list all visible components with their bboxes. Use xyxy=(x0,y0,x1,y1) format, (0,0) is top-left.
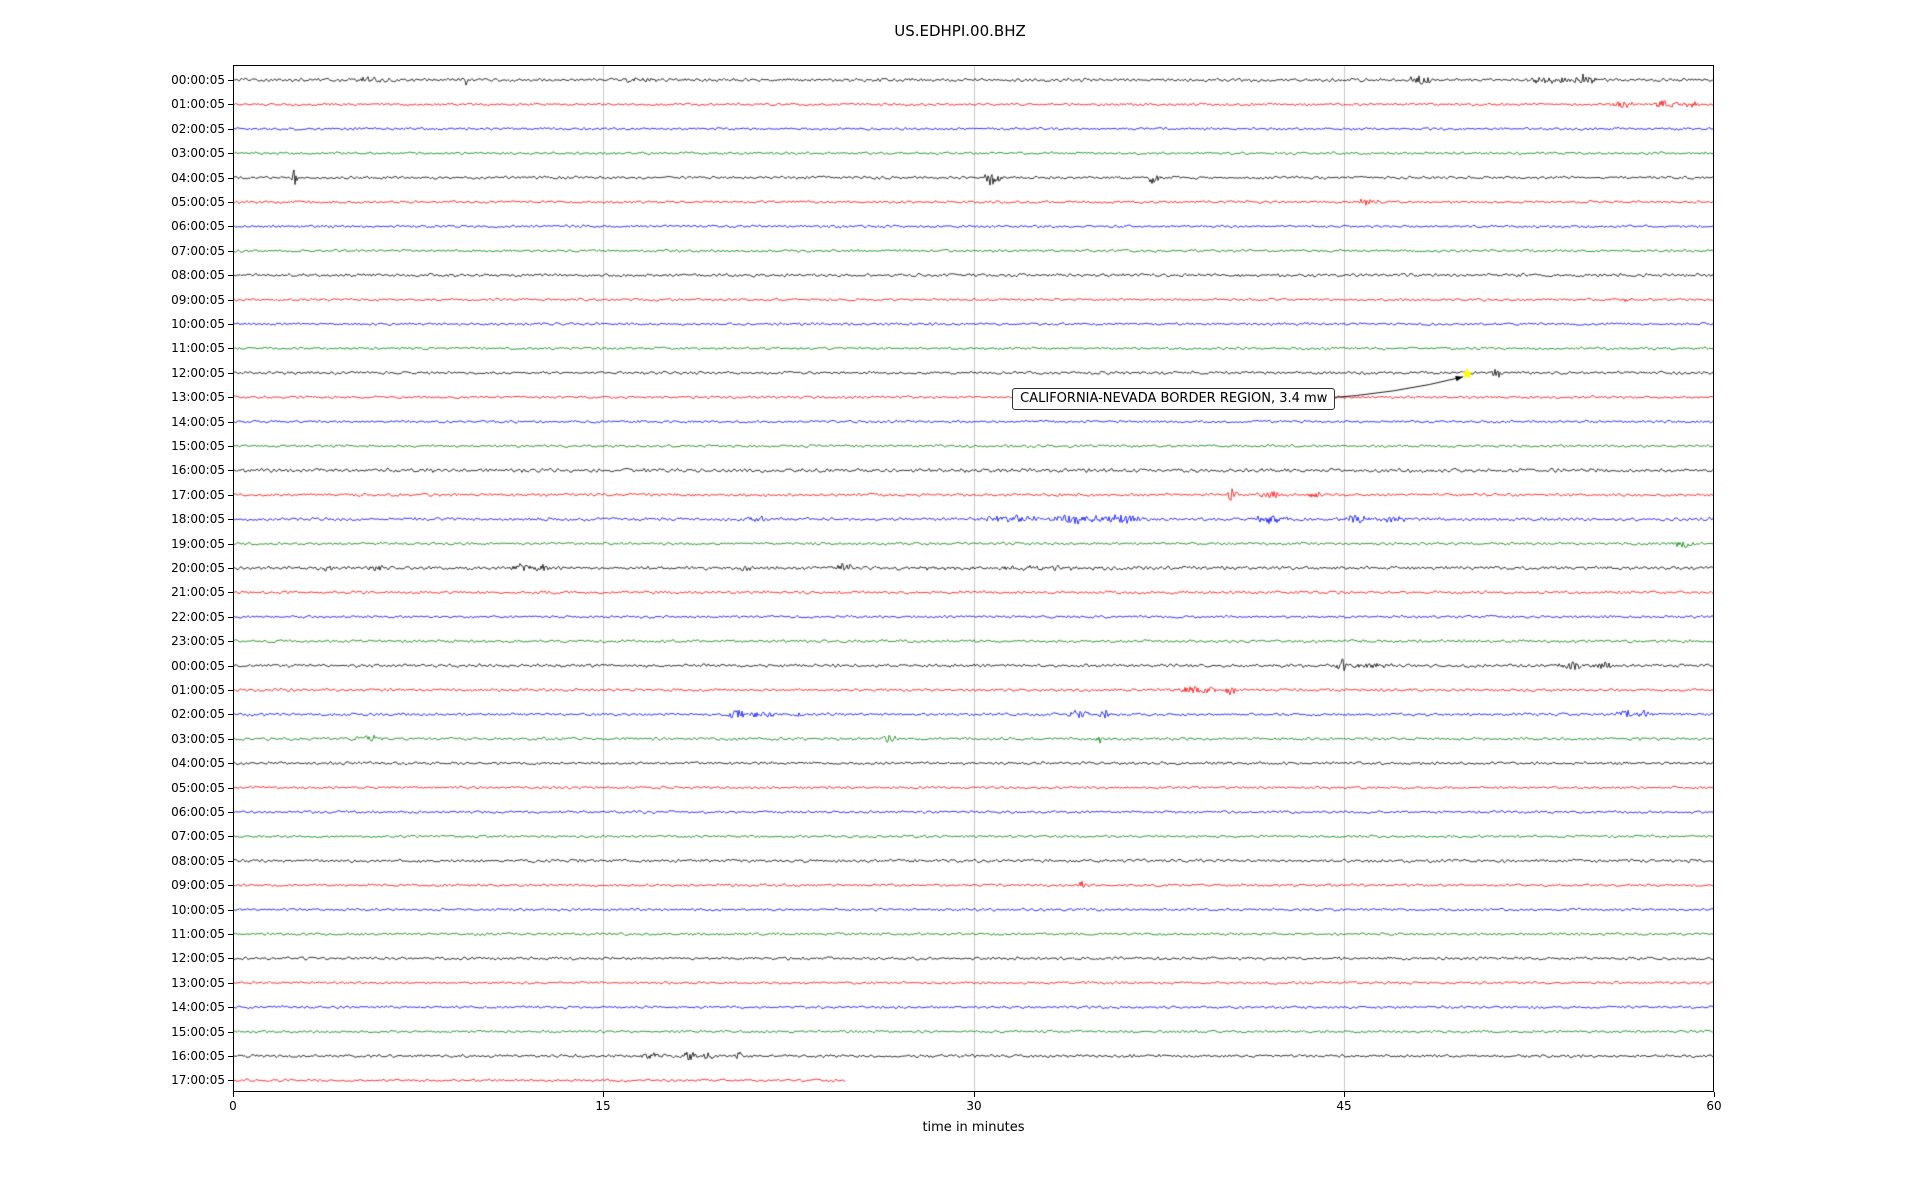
trace-time-label: 20:00:05 xyxy=(171,561,225,575)
y-tick-mark xyxy=(228,519,233,520)
y-tick-mark xyxy=(228,153,233,154)
trace-time-label: 09:00:05 xyxy=(171,292,225,307)
trace-time-label: 05:00:05 xyxy=(171,780,225,795)
y-tick-mark xyxy=(228,251,233,252)
x-axis-label: time in minutes xyxy=(922,1120,1025,1135)
y-tick-mark xyxy=(228,666,233,667)
y-tick-mark xyxy=(228,544,233,545)
x-tick-mark xyxy=(1344,1092,1345,1097)
y-tick-mark xyxy=(228,641,233,642)
y-tick-mark xyxy=(228,300,233,301)
y-tick-mark xyxy=(228,836,233,837)
y-tick-mark xyxy=(228,1007,233,1008)
y-tick-mark xyxy=(228,812,233,813)
y-tick-mark xyxy=(228,885,233,886)
y-tick-mark xyxy=(228,178,233,179)
y-tick-mark xyxy=(228,80,233,81)
trace-time-label: 03:00:05 xyxy=(171,146,225,161)
trace-time-label: 06:00:05 xyxy=(171,219,225,234)
trace-time-label: 18:00:05 xyxy=(171,512,225,527)
trace-time-label: 13:00:05 xyxy=(171,390,225,405)
y-tick-mark xyxy=(228,714,233,715)
trace-time-label: 01:00:05 xyxy=(171,683,225,697)
trace-time-label: 17:00:05 xyxy=(171,487,225,502)
y-tick-mark xyxy=(228,446,233,447)
trace-time-label: 10:00:05 xyxy=(171,902,225,917)
y-tick-mark xyxy=(228,861,233,862)
y-tick-mark xyxy=(228,397,233,398)
x-tick-label: 15 xyxy=(595,1099,611,1113)
trace-time-label: 16:00:05 xyxy=(171,463,225,478)
x-tick-mark xyxy=(603,1092,604,1097)
y-tick-mark xyxy=(228,373,233,374)
seismogram-canvas xyxy=(233,65,1714,1092)
x-tick-mark xyxy=(974,1092,975,1097)
trace-time-label: 00:00:05 xyxy=(171,658,225,673)
y-tick-mark xyxy=(228,617,233,618)
trace-time-label: 02:00:05 xyxy=(171,121,225,136)
trace-time-label: 05:00:05 xyxy=(171,195,225,209)
y-tick-mark xyxy=(228,739,233,740)
trace-time-label: 14:00:05 xyxy=(171,1000,225,1015)
trace-time-label: 08:00:05 xyxy=(171,268,225,283)
y-tick-mark xyxy=(228,1032,233,1033)
y-tick-mark xyxy=(228,470,233,471)
trace-time-label: 08:00:05 xyxy=(171,853,225,868)
y-tick-mark xyxy=(228,568,233,569)
trace-time-label: 01:00:05 xyxy=(171,97,225,112)
trace-time-label: 07:00:05 xyxy=(171,829,225,844)
y-tick-mark xyxy=(228,226,233,227)
y-tick-mark xyxy=(228,275,233,276)
y-tick-mark xyxy=(228,934,233,935)
trace-time-label: 11:00:05 xyxy=(171,927,225,941)
x-tick-label: 30 xyxy=(966,1099,982,1113)
trace-time-label: 11:00:05 xyxy=(171,341,225,356)
trace-time-label: 12:00:05 xyxy=(171,365,225,380)
x-tick-label: 45 xyxy=(1336,1099,1352,1113)
y-tick-mark xyxy=(228,495,233,496)
y-tick-mark xyxy=(228,1056,233,1057)
trace-time-label: 00:00:05 xyxy=(171,73,225,87)
y-tick-mark xyxy=(228,1080,233,1081)
y-tick-mark xyxy=(228,910,233,911)
y-tick-mark xyxy=(228,202,233,203)
x-tick-label: 0 xyxy=(229,1099,237,1113)
trace-time-label: 04:00:05 xyxy=(171,756,225,771)
y-tick-mark xyxy=(228,129,233,130)
trace-time-label: 23:00:05 xyxy=(171,634,225,649)
event-annotation-callout: CALIFORNIA-NEVADA BORDER REGION, 3.4 mw xyxy=(1012,387,1336,410)
trace-time-label: 06:00:05 xyxy=(171,805,225,819)
y-tick-mark xyxy=(228,324,233,325)
y-tick-mark xyxy=(228,690,233,691)
x-tick-label: 60 xyxy=(1706,1099,1722,1113)
trace-time-label: 17:00:05 xyxy=(171,1073,225,1088)
trace-time-label: 22:00:05 xyxy=(171,609,225,624)
y-tick-mark xyxy=(228,763,233,764)
y-tick-mark xyxy=(228,348,233,349)
trace-time-label: 19:00:05 xyxy=(171,536,225,551)
x-tick-mark xyxy=(1714,1092,1715,1097)
trace-time-label: 03:00:05 xyxy=(171,731,225,746)
trace-time-label: 10:00:05 xyxy=(171,317,225,331)
trace-time-label: 12:00:05 xyxy=(171,951,225,966)
x-tick-mark xyxy=(233,1092,234,1097)
trace-time-label: 15:00:05 xyxy=(171,439,225,453)
y-tick-mark xyxy=(228,788,233,789)
y-tick-mark xyxy=(228,958,233,959)
trace-time-label: 16:00:05 xyxy=(171,1049,225,1063)
y-tick-mark xyxy=(228,104,233,105)
trace-time-label: 04:00:05 xyxy=(171,170,225,185)
y-tick-mark xyxy=(228,983,233,984)
y-tick-mark xyxy=(228,422,233,423)
chart-title: US.EDHPI.00.BHZ xyxy=(894,22,1026,40)
trace-time-label: 09:00:05 xyxy=(171,878,225,893)
trace-time-label: 02:00:05 xyxy=(171,707,225,722)
trace-time-label: 15:00:05 xyxy=(171,1024,225,1039)
trace-time-label: 21:00:05 xyxy=(171,585,225,600)
trace-time-label: 14:00:05 xyxy=(171,414,225,429)
y-tick-mark xyxy=(228,592,233,593)
trace-time-label: 13:00:05 xyxy=(171,975,225,990)
trace-time-label: 07:00:05 xyxy=(171,243,225,258)
